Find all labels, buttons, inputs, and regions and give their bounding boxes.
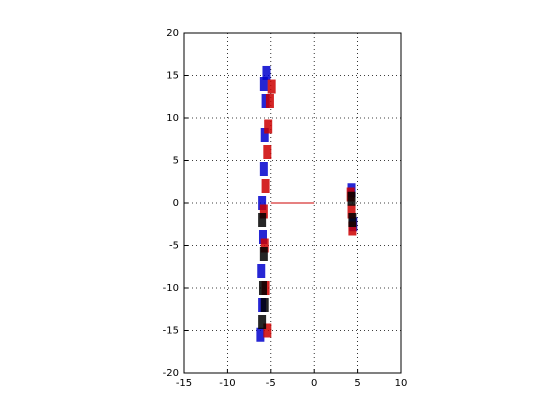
y-tick-label: -5 (169, 241, 179, 252)
marker (258, 281, 267, 295)
x-tick-label: -15 (176, 378, 192, 389)
y-tick-label: -15 (163, 326, 179, 337)
marker (261, 179, 270, 193)
x-tick-label: 0 (311, 378, 317, 389)
marker (263, 145, 272, 159)
marker (259, 204, 268, 219)
y-tick-label: 15 (166, 71, 179, 82)
marker (258, 230, 267, 244)
marker (264, 119, 273, 134)
marker (257, 264, 266, 278)
marker (267, 79, 276, 94)
y-tick-label: 5 (173, 156, 179, 167)
marker (259, 162, 268, 176)
marker (260, 238, 269, 253)
y-tick-label: -10 (163, 283, 179, 294)
marker (258, 196, 267, 210)
x-tick-label: 10 (395, 378, 408, 389)
marker (260, 298, 269, 312)
marker (263, 323, 272, 338)
marker (259, 77, 268, 91)
marker (259, 247, 268, 261)
y-tick-label: 20 (166, 28, 179, 39)
x-tick-label: -5 (266, 378, 276, 389)
marker (258, 315, 267, 329)
marker (256, 327, 265, 342)
marker (347, 204, 356, 219)
marker (348, 221, 357, 236)
marker (262, 65, 271, 80)
marker (265, 94, 274, 108)
x-tick-label: 5 (354, 378, 360, 389)
marker (261, 94, 270, 108)
marker (347, 191, 356, 206)
y-tick-label: -20 (163, 368, 179, 379)
y-tick-label: 0 (173, 198, 179, 209)
marker (348, 213, 357, 227)
marker (258, 213, 267, 227)
x-tick-label: -10 (219, 378, 235, 389)
y-tick-label: 10 (166, 113, 179, 124)
marker (260, 128, 269, 142)
